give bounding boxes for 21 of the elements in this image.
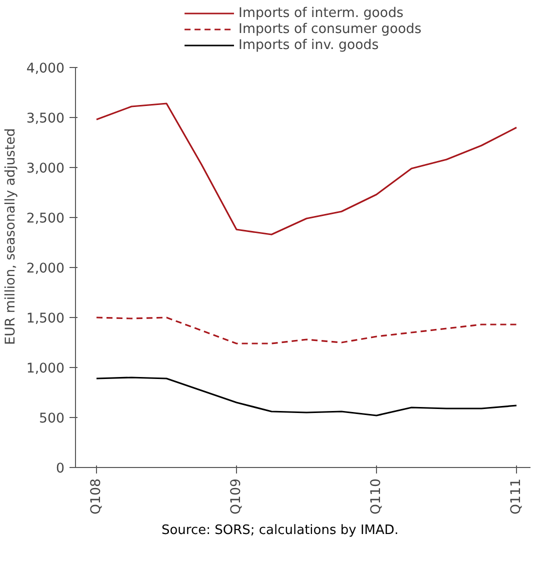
y-tick-label: 500 — [39, 412, 65, 426]
line-series — [96, 376, 518, 416]
line-series — [96, 316, 518, 344]
y-tick-label: 4,000 — [26, 62, 64, 76]
y-tick-label: 3,000 — [26, 162, 64, 176]
y-tick-label: 0 — [56, 462, 65, 476]
y-tick-label: 2,000 — [26, 262, 64, 276]
y-tick-label: 3,500 — [26, 112, 64, 126]
x-tick-label: Q111 — [509, 478, 524, 514]
y-tick-label: 1,000 — [26, 362, 64, 376]
y-tick-label: 2,500 — [26, 212, 64, 226]
source-note: Source: SORS; calculations by IMAD. — [161, 522, 399, 540]
y-axis-title: EUR million, seasonally adjusted — [3, 128, 18, 345]
x-tick-label: Q108 — [89, 478, 104, 514]
x-tick-label: Q110 — [369, 478, 384, 514]
legend-label: Imports of consumer goods — [238, 21, 422, 37]
legend-label: Imports of interm. goods — [238, 5, 404, 21]
y-tick-label: 1,500 — [26, 312, 64, 326]
legend-label: Imports of inv. goods — [238, 37, 379, 53]
x-tick-label: Q109 — [229, 478, 244, 514]
line-series — [96, 102, 518, 236]
